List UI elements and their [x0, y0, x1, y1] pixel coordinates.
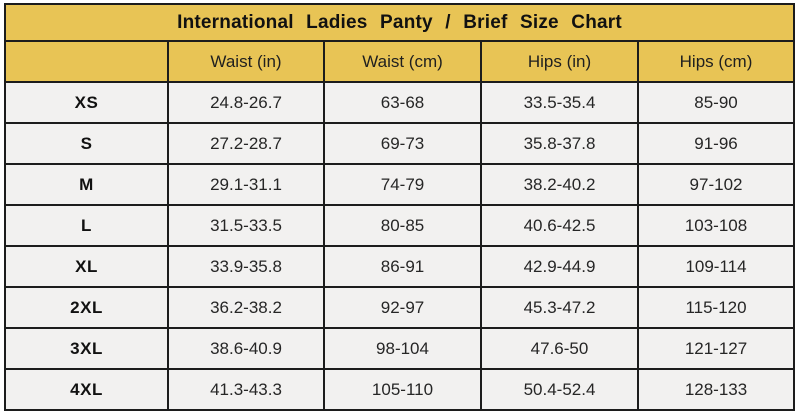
size-label: L [4, 204, 169, 247]
size-label: XS [4, 81, 169, 124]
column-header: Hips (in) [480, 40, 639, 83]
measurement-value: 128-133 [636, 368, 796, 411]
measurement-value: 121-127 [636, 327, 796, 370]
measurement-value: 33.9-35.8 [167, 245, 325, 288]
measurement-value: 103-108 [636, 204, 796, 247]
size-label: 4XL [4, 368, 169, 411]
size-label: S [4, 122, 169, 165]
measurement-value: 97-102 [636, 163, 796, 206]
table-row: M 29.1-31.1 74-79 38.2-40.2 97-102 [4, 163, 796, 206]
column-header: Hips (cm) [636, 40, 796, 83]
title-row: International Ladies Panty / Brief Size … [3, 3, 796, 42]
size-label: 3XL [4, 327, 169, 370]
header-cell-empty [4, 40, 169, 83]
measurement-value: 98-104 [323, 327, 482, 370]
table-row: 3XL 38.6-40.9 98-104 47.6-50 121-127 [4, 327, 796, 370]
measurement-value: 69-73 [323, 122, 482, 165]
size-chart-table: International Ladies Panty / Brief Size … [3, 3, 796, 411]
table-row: 2XL 36.2-38.2 92-97 45.3-47.2 115-120 [4, 286, 796, 329]
measurement-value: 36.2-38.2 [167, 286, 325, 329]
chart-title: International Ladies Panty / Brief Size … [3, 3, 796, 42]
measurement-value: 80-85 [323, 204, 482, 247]
size-label: M [4, 163, 169, 206]
measurement-value: 35.8-37.8 [480, 122, 639, 165]
measurement-value: 74-79 [323, 163, 482, 206]
measurement-value: 86-91 [323, 245, 482, 288]
measurement-value: 41.3-43.3 [167, 368, 325, 411]
measurement-value: 85-90 [636, 81, 796, 124]
measurement-value: 50.4-52.4 [480, 368, 639, 411]
measurement-value: 105-110 [323, 368, 482, 411]
measurement-value: 27.2-28.7 [167, 122, 325, 165]
table-row: XL 33.9-35.8 86-91 42.9-44.9 109-114 [4, 245, 796, 288]
size-label: XL [4, 245, 169, 288]
measurement-value: 33.5-35.4 [480, 81, 639, 124]
measurement-value: 91-96 [636, 122, 796, 165]
measurement-value: 109-114 [636, 245, 796, 288]
measurement-value: 63-68 [323, 81, 482, 124]
measurement-value: 42.9-44.9 [480, 245, 639, 288]
measurement-value: 92-97 [323, 286, 482, 329]
measurement-value: 115-120 [636, 286, 796, 329]
measurement-value: 24.8-26.7 [167, 81, 325, 124]
measurement-value: 45.3-47.2 [480, 286, 639, 329]
measurement-value: 38.6-40.9 [167, 327, 325, 370]
table-row: S 27.2-28.7 69-73 35.8-37.8 91-96 [4, 122, 796, 165]
measurement-value: 38.2-40.2 [480, 163, 639, 206]
measurement-value: 47.6-50 [480, 327, 639, 370]
table-row: 4XL 41.3-43.3 105-110 50.4-52.4 128-133 [4, 368, 796, 411]
measurement-value: 31.5-33.5 [167, 204, 325, 247]
size-label: 2XL [4, 286, 169, 329]
table-row: L 31.5-33.5 80-85 40.6-42.5 103-108 [4, 204, 796, 247]
measurement-value: 29.1-31.1 [167, 163, 325, 206]
table-row: XS 24.8-26.7 63-68 33.5-35.4 85-90 [4, 81, 796, 124]
column-header: Waist (cm) [323, 40, 482, 83]
measurement-value: 40.6-42.5 [480, 204, 639, 247]
column-header: Waist (in) [167, 40, 325, 83]
column-header-row: Waist (in) Waist (cm) Hips (in) Hips (cm) [4, 40, 796, 83]
